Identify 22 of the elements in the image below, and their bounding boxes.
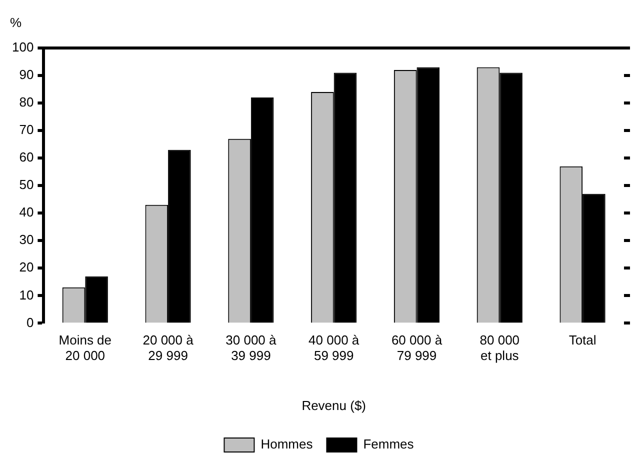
x-axis-title: Revenu ($) [302, 398, 366, 413]
y-tick-label: 90 [19, 67, 34, 82]
y-tick-label: 0 [26, 314, 34, 330]
y-tick-label: 20 [19, 260, 34, 275]
legend-label: Femmes [363, 436, 414, 452]
y-axis-title: % [10, 15, 22, 30]
x-tick-label: 60 000 à 79 999 [391, 332, 443, 364]
x-tick-label: Total [568, 332, 596, 348]
x-tick-label: 40 000 à 59 999 [308, 332, 360, 364]
y-tick-label: 70 [19, 122, 34, 138]
y-tick-label: 10 [19, 287, 34, 302]
y-tick-label: 60 [19, 150, 34, 165]
y-tick-label: 50 [19, 177, 34, 192]
legend-label: Hommes [260, 436, 314, 452]
y-tick-label: 40 [19, 204, 34, 220]
x-tick-label: 30 000 à 39 999 [226, 332, 278, 364]
x-tick-label: Moins de 20 000 [58, 332, 112, 364]
x-tick-label: 20 000 à 29 999 [142, 332, 194, 364]
y-tick-label: 100 [12, 40, 34, 55]
y-tick-label: 30 [19, 232, 34, 248]
y-tick-label: 80 [19, 94, 34, 110]
x-tick-label: 80 000 et plus [480, 332, 520, 364]
